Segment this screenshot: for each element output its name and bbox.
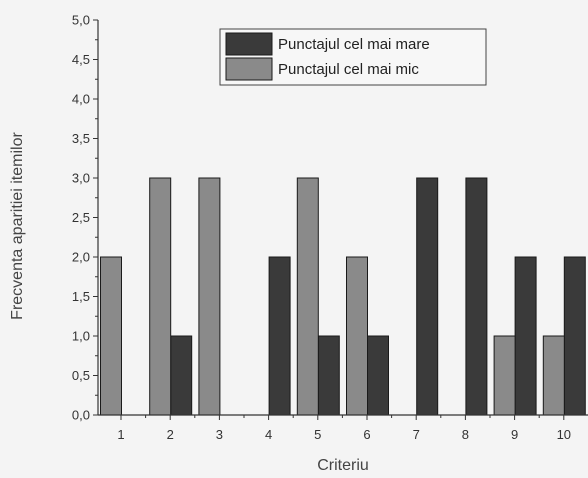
y-tick-label: 0,0	[72, 408, 90, 423]
x-tick-label: 4	[265, 427, 272, 442]
bar-highest-2	[170, 335, 193, 416]
x-tick-label: 6	[363, 427, 370, 442]
bar-lowest-3	[198, 177, 221, 416]
bar-highest-10	[563, 256, 586, 416]
legend-swatch-lowest	[225, 57, 273, 81]
x-tick-label: 8	[462, 427, 469, 442]
x-tick-label: 9	[511, 427, 518, 442]
y-tick-label: 4,5	[72, 52, 90, 67]
y-tick-label: 3,5	[72, 131, 90, 146]
bar-highest-6	[367, 335, 389, 416]
bar-lowest-1	[100, 256, 122, 416]
y-tick-label: 5,0	[72, 13, 90, 28]
legend-swatch-highest	[225, 32, 273, 56]
x-tick-label: 3	[216, 427, 223, 442]
y-tick-label: 1,5	[72, 289, 90, 304]
bar-lowest-6	[346, 256, 368, 416]
bar-highest-4	[268, 256, 291, 416]
bar-highest-8	[465, 177, 488, 416]
legend-label-lowest: Punctajul cel mai mic	[278, 61, 419, 78]
bar-lowest-5	[296, 177, 319, 416]
bar-lowest-2	[149, 177, 172, 416]
y-tick-label: 4,0	[72, 92, 90, 107]
x-tick-label: 10	[557, 427, 571, 442]
y-tick-label: 3,0	[72, 171, 90, 186]
axes-group: 0,0 0,5 1,0 1,5 2,0 2,5 3,0 3,5 4,0 4,5 5,0 1 2 3 4 5 6 7…	[72, 13, 588, 442]
bar-highest-5	[317, 335, 340, 416]
bars-group	[100, 177, 586, 416]
bar-highest-9	[514, 256, 537, 416]
y-axis-title: Frecventa aparitiei itemilor	[9, 132, 26, 320]
y-tick-label: 2,0	[72, 250, 90, 265]
bar-lowest-10	[542, 335, 565, 416]
x-tick-label: 2	[167, 427, 174, 442]
y-tick-label: 0,5	[72, 368, 90, 383]
x-tick-label: 7	[413, 427, 420, 442]
x-axis-title: Criteriu	[317, 457, 369, 474]
legend-label-highest: Punctajul cel mai mare	[278, 36, 430, 53]
bar-lowest-9	[493, 335, 516, 416]
y-tick-label: 1,0	[72, 329, 90, 344]
x-tick-label: 5	[314, 427, 321, 442]
x-tick-label: 1	[117, 427, 124, 442]
y-tick-label: 2,5	[72, 210, 90, 225]
bar-highest-7	[416, 177, 439, 416]
legend: Punctajul cel mai mare Punctajul cel mai …	[219, 28, 487, 86]
